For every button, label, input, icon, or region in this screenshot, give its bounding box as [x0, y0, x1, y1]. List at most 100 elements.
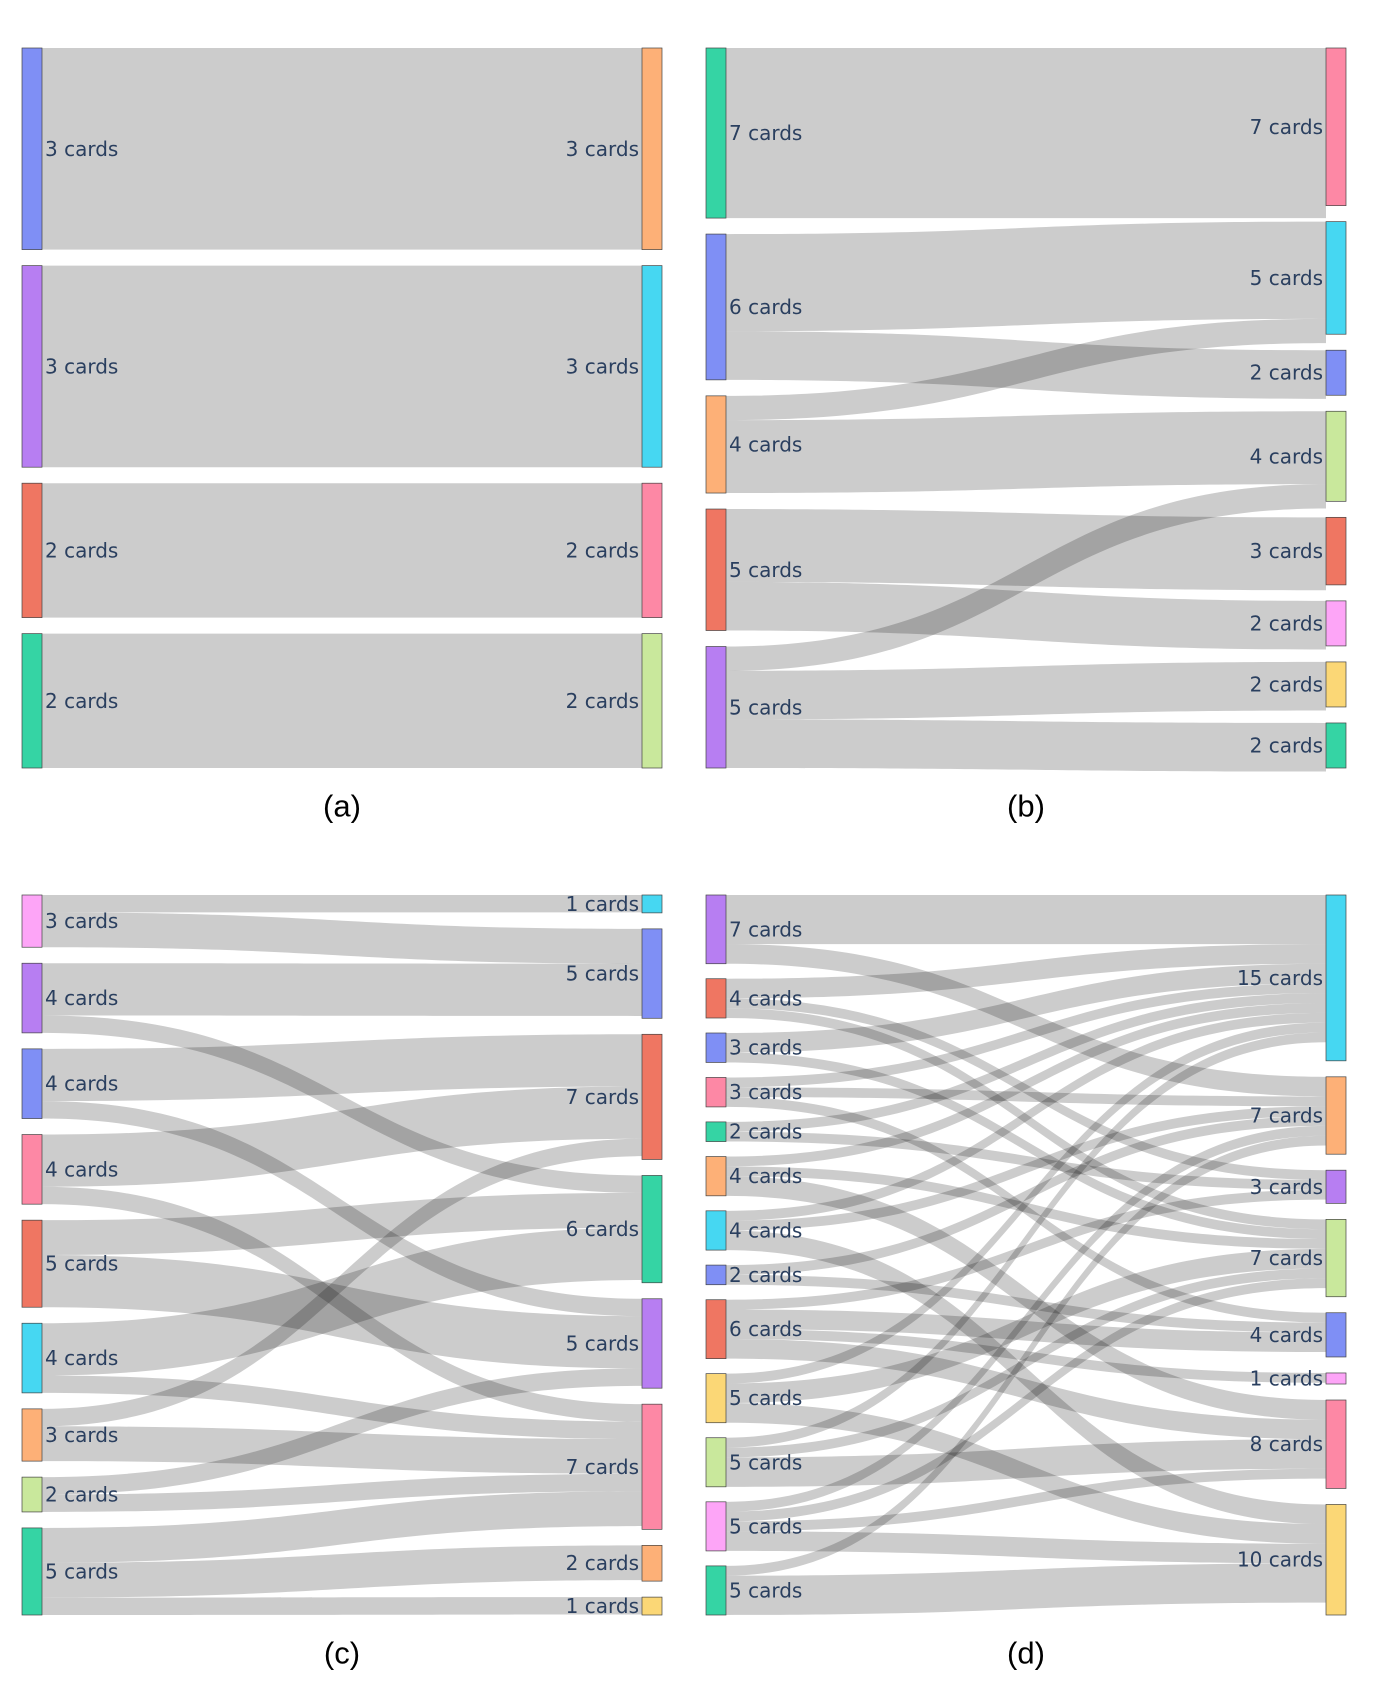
source-node-label: 5 cards: [45, 1252, 118, 1276]
sankey-link: [42, 1375, 642, 1439]
source-node: [705, 1373, 727, 1424]
sankey-link: [42, 912, 642, 964]
target-node-label: 1 cards: [566, 1594, 639, 1618]
target-node-label: 10 cards: [1237, 1548, 1323, 1572]
target-node-label: 3 cards: [566, 354, 639, 378]
source-node-label: 3 cards: [729, 1036, 802, 1060]
panel-caption: (a): [323, 789, 361, 824]
sankey-link: [726, 1274, 1326, 1333]
source-node-label: 2 cards: [45, 689, 118, 713]
target-node: [641, 1596, 663, 1616]
target-node: [1325, 1372, 1347, 1385]
target-node-label: 1 cards: [1250, 1366, 1323, 1390]
sankey-link: [726, 1097, 1326, 1323]
sankey-link: [726, 1531, 1326, 1564]
source-node-label: 4 cards: [45, 986, 118, 1010]
sankey-link: [726, 1329, 1326, 1383]
sankey-link: [726, 1339, 1326, 1440]
target-node-label: 2 cards: [1250, 361, 1323, 385]
target-node: [1325, 1169, 1347, 1204]
target-node-label: 7 cards: [1250, 115, 1323, 139]
sankey-link: [42, 1034, 642, 1102]
sankey-link: [726, 1189, 1326, 1310]
target-node-label: 7 cards: [1250, 1104, 1323, 1128]
sankey-link: [42, 1255, 642, 1369]
sankey-panel-1: 3 cards 3 cards 2 cards 2 cards 3 cards 3 car…: [21, 47, 663, 824]
target-node-label: 1 cards: [566, 892, 639, 916]
target-node-label: 2 cards: [566, 538, 639, 562]
target-node: [641, 482, 663, 618]
target-node: [1325, 1312, 1347, 1358]
target-node-label: 2 cards: [1250, 611, 1323, 635]
sankey-link: [42, 483, 642, 618]
sankey-link: [726, 1403, 1326, 1544]
target-node: [1325, 221, 1347, 335]
source-node-label: 5 cards: [729, 1578, 802, 1602]
links: [726, 895, 1326, 1615]
source-node-label: 5 cards: [729, 1514, 802, 1538]
sankey-link: [42, 1138, 642, 1427]
sankey-panel-2: 7 cards 6 cards 4 cards 5 cards 5 cards 7 car…: [705, 47, 1347, 824]
target-node-label: 3 cards: [566, 137, 639, 161]
source-node: [705, 1437, 727, 1488]
source-node: [21, 633, 43, 769]
source-node-label: 5 cards: [729, 695, 802, 719]
sankey-link: [726, 661, 1326, 720]
sankey-link: [42, 895, 642, 913]
sankey-link: [726, 993, 1326, 1132]
source-node: [21, 962, 43, 1034]
sankey-link: [726, 484, 1326, 671]
source-node-label: 3 cards: [45, 354, 118, 378]
source-node-label: 7 cards: [729, 121, 802, 145]
source-node: [705, 1565, 727, 1616]
sankey-link: [726, 1439, 1326, 1487]
target-node: [1325, 410, 1347, 502]
sankey-panel-4: 7 cards 4 cards 3 cards 3 cards 2 cards 4 car…: [705, 894, 1347, 1671]
source-node-label: 2 cards: [45, 1483, 118, 1507]
source-node: [705, 1121, 727, 1142]
source-node: [705, 1032, 727, 1063]
target-node: [641, 1545, 663, 1582]
source-node-label: 2 cards: [729, 1120, 802, 1144]
target-node-label: 4 cards: [1250, 444, 1323, 468]
source-node: [705, 1264, 727, 1286]
source-node: [705, 508, 727, 631]
sankey-link: [42, 1473, 642, 1512]
sankey-link: [726, 944, 1326, 999]
source-node: [21, 1527, 43, 1616]
target-node: [641, 1403, 663, 1530]
sankey-link: [42, 1192, 642, 1255]
target-node-label: 2 cards: [566, 1551, 639, 1575]
source-node-label: 3 cards: [45, 909, 118, 933]
source-node-label: 2 cards: [729, 1263, 802, 1287]
target-node: [1325, 894, 1347, 1062]
target-node-label: 4 cards: [1250, 1323, 1323, 1347]
sankey-link: [726, 411, 1326, 494]
sankey-link: [726, 1176, 1326, 1420]
sankey-link: [726, 1248, 1326, 1404]
source-node-label: 4 cards: [45, 1157, 118, 1181]
sankey-link: [42, 1086, 642, 1187]
target-node-label: 8 cards: [1250, 1432, 1323, 1456]
target-node: [1325, 1399, 1347, 1489]
source-node-label: 5 cards: [729, 1450, 802, 1474]
source-node-label: 6 cards: [729, 1317, 802, 1341]
links: [42, 895, 642, 1615]
links: [726, 48, 1326, 772]
target-node: [641, 633, 663, 769]
source-node-label: 5 cards: [729, 1386, 802, 1410]
source-node: [705, 395, 727, 494]
sankey-link: [42, 1426, 642, 1474]
target-node-label: 7 cards: [1250, 1246, 1323, 1270]
source-node-label: 4 cards: [729, 432, 802, 456]
target-node: [1325, 47, 1347, 206]
sankey-link: [726, 1468, 1326, 1532]
target-node-label: 6 cards: [566, 1217, 639, 1241]
sankey-link: [42, 1101, 642, 1317]
source-node: [705, 894, 727, 965]
source-node: [21, 1048, 43, 1119]
sankey-link: [726, 221, 1326, 332]
source-node: [21, 894, 43, 948]
sankey-link: [726, 1135, 1326, 1576]
source-node: [21, 482, 43, 618]
